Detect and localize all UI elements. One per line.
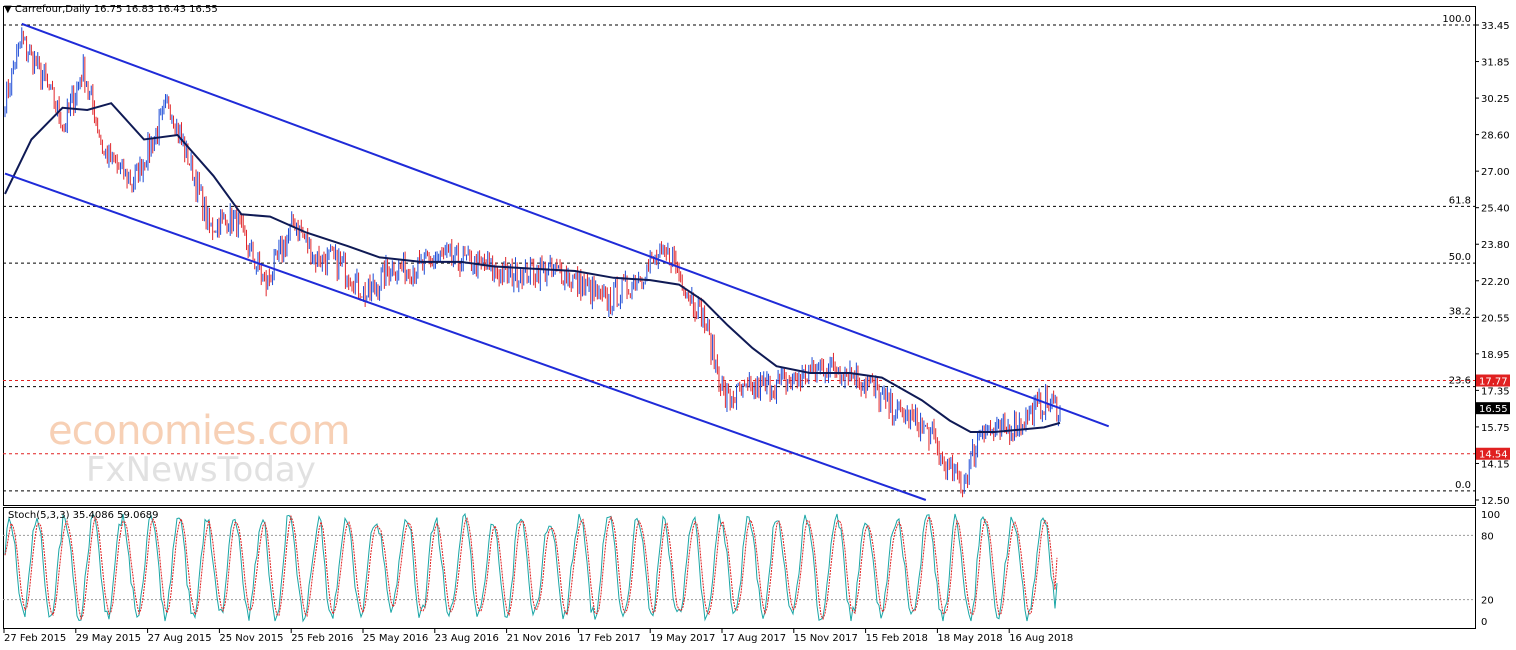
moving-average-line (4, 102, 1061, 433)
watermark-economies: economies.com (48, 408, 351, 454)
x-tick-label: 27 Aug 2015 (148, 633, 212, 644)
x-tick-label: 15 Feb 2018 (866, 633, 928, 644)
current-price-tag (1476, 402, 1510, 415)
stoch-tick-label: 20 (1481, 596, 1494, 607)
x-tick-label: 27 Feb 2015 (4, 633, 66, 644)
watermark-fxnewstoday: FxNewsToday (86, 450, 316, 490)
red-level-tag-label: 17.77 (1479, 377, 1508, 388)
x-tick-label: 17 Feb 2017 (578, 633, 640, 644)
price-panel-frame (3, 6, 1476, 506)
current-price-label: 16.55 (1479, 404, 1508, 415)
stoch-tick-label: 80 (1481, 531, 1494, 542)
stoch-title: Stoch(5,3,3) 35.4086 59.0689 (8, 510, 159, 521)
y-tick-label: 17.35 (1481, 386, 1510, 397)
y-tick-label: 31.85 (1481, 58, 1510, 69)
y-tick-label: 27.00 (1481, 167, 1510, 178)
chart-title: ▼ Carrefour,Daily 16.75 16.83 16.43 16.5… (4, 4, 218, 15)
fib-level-label: 61.8 (1449, 195, 1471, 206)
stoch-tick-label: 100 (1481, 510, 1500, 521)
y-tick-label: 18.95 (1481, 350, 1510, 361)
x-tick-label: 23 Aug 2016 (435, 633, 499, 644)
x-tick-label: 21 Nov 2016 (507, 633, 571, 644)
stoch-signal-line (4, 514, 1058, 621)
y-tick-label: 20.55 (1481, 313, 1510, 324)
chart-title-text: Carrefour,Daily 16.75 16.83 16.43 16.55 (14, 4, 218, 15)
x-tick-label: 18 May 2018 (937, 633, 1002, 644)
x-tick-label: 29 May 2015 (76, 633, 141, 644)
y-tick-label: 33.45 (1481, 21, 1510, 32)
stoch-tick-label: 0 (1481, 617, 1487, 628)
collapse-triangle-icon[interactable]: ▼ (4, 4, 12, 15)
red-level-tag (1476, 374, 1510, 387)
y-tick-label: 15.75 (1481, 423, 1510, 434)
fib-level-label: 23.6 (1449, 376, 1471, 387)
y-tick-label: 12.50 (1481, 496, 1510, 507)
fib-level-label: 38.2 (1449, 306, 1471, 317)
y-tick-label: 22.20 (1481, 277, 1510, 288)
stoch-main-line (4, 512, 1058, 623)
fib-level-label: 50.0 (1449, 252, 1471, 263)
red-level-tag-label: 14.54 (1479, 450, 1508, 461)
x-tick-label: 15 Nov 2017 (794, 633, 858, 644)
y-tick-label: 14.15 (1481, 459, 1510, 470)
fib-level-label: 100.0 (1442, 14, 1471, 25)
oscillator-panel-frame (3, 507, 1476, 629)
x-tick-label: 25 May 2016 (363, 633, 428, 644)
x-tick-label: 19 May 2017 (650, 633, 715, 644)
x-tick-label: 17 Aug 2017 (722, 633, 786, 644)
channel-upper-line[interactable] (21, 22, 1110, 428)
y-tick-label: 25.40 (1481, 204, 1510, 215)
y-tick-label: 30.25 (1481, 94, 1510, 105)
x-tick-label: 16 Aug 2018 (1009, 633, 1073, 644)
red-level-tag (1476, 447, 1510, 460)
x-tick-label: 25 Feb 2016 (291, 633, 353, 644)
x-tick-label: 25 Nov 2015 (219, 633, 283, 644)
y-tick-label: 28.60 (1481, 131, 1510, 142)
fib-level-label: 0.0 (1455, 480, 1471, 491)
y-tick-label: 23.80 (1481, 240, 1510, 251)
channel-lower-line[interactable] (4, 172, 927, 501)
